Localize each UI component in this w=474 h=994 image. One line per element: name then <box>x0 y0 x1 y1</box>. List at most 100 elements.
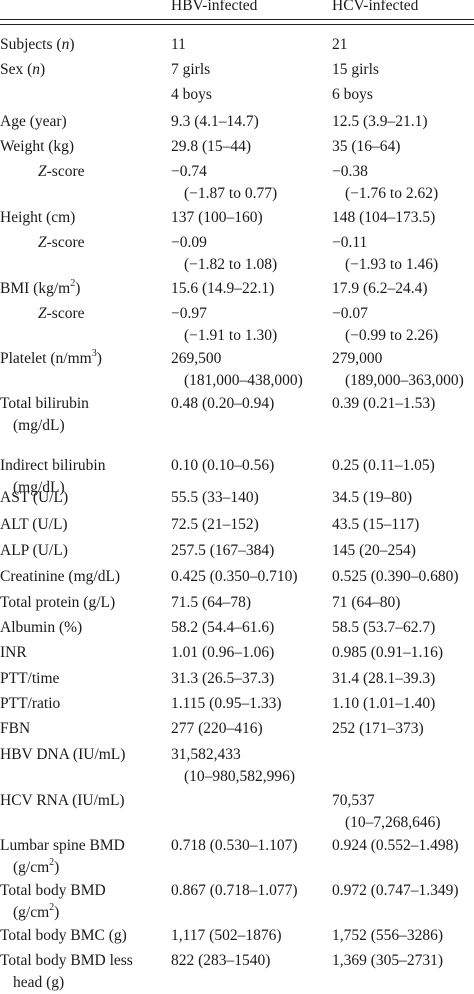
row-label-indirect-bilirubin: Indirect bilirubin <box>0 455 105 477</box>
hcv-value-height: 148 (104–173.5) <box>332 209 436 226</box>
header-rule <box>0 24 474 25</box>
label-text-post: ) <box>40 61 46 78</box>
row-label-hbv-dna: HBV DNA (IU/mL) <box>0 744 125 766</box>
hcv-value-total-body-bmc: 1,752 (556–3286) <box>332 927 444 944</box>
hbv-value-weight-zscore: −0.74 <box>171 163 207 180</box>
row-label-total-body-bmc: Total body BMC (g) <box>0 925 127 947</box>
label-text: Total body BMC (g) <box>0 927 127 944</box>
label-text: Indirect bilirubin <box>0 457 106 474</box>
row-label-hcv-rna: HCV RNA (IU/mL) <box>0 790 125 812</box>
hbv-value-bmi: 15.6 (14.9–22.1) <box>171 280 275 297</box>
hcv-value-indirect-bilirubin: 0.25 (0.11–1.05) <box>332 457 435 474</box>
label-text-post: ) <box>69 36 75 53</box>
hcv-value-bmi-zscore: −0.07 <box>332 305 368 322</box>
row-label-total-protein: Total protein (g/L) <box>0 592 115 614</box>
row-label-total-bilirubin: Total bilirubin <box>0 393 89 415</box>
row-label-bmi-zscore: Z-score <box>38 303 85 325</box>
hcv-value-total-bilirubin: 0.39 (0.21–1.53) <box>332 395 436 412</box>
hcv-value-alp: 145 (20–254) <box>332 542 416 559</box>
hcv-value-bmi: 17.9 (6.2–24.4) <box>332 280 428 297</box>
label-text: Creatinine (mg/dL) <box>0 568 121 585</box>
row-label-platelet: Platelet (n/mm3) <box>0 348 102 370</box>
label-text: HCV RNA (IU/mL) <box>0 792 125 809</box>
hcv-value-age: 12.5 (3.9–21.1) <box>332 113 428 130</box>
row-label-albumin: Albumin (%) <box>0 617 82 639</box>
label-text: BMI (kg/m <box>0 280 71 297</box>
row-label-creatinine: Creatinine (mg/dL) <box>0 566 120 588</box>
hbv-value-weight-zscore: (−1.87 to 0.77) <box>184 185 278 202</box>
hcv-value-platelet: (189,000–363,000) <box>345 372 464 389</box>
hbv-value-total-body-bmd-less-head: 822 (283–1540) <box>171 952 271 969</box>
hbv-value-ast: 55.5 (33–140) <box>171 489 259 506</box>
hbv-value-total-body-bmd: 0.867 (0.718–1.077) <box>171 882 298 899</box>
label-text: Subjects ( <box>0 36 62 53</box>
hcv-value-weight-zscore: −0.38 <box>332 163 368 180</box>
label-text: ALP (U/L) <box>0 542 68 559</box>
hbv-value-platelet: (181,000–438,000) <box>184 372 303 389</box>
hcv-value-alt: 43.5 (15–117) <box>332 516 420 533</box>
label-italic: Z <box>38 234 47 251</box>
row-label-bmi: BMI (kg/m2) <box>0 278 80 300</box>
label-text: Total body BMD less <box>0 952 133 969</box>
hbv-value-creatinine: 0.425 (0.350–0.710) <box>171 568 298 585</box>
row-label-continued: (mg/dL) <box>13 479 65 496</box>
row-label-continued: head (g) <box>13 974 65 991</box>
hbv-value-bmi-zscore: (−1.91 to 1.30) <box>184 327 278 344</box>
label-text: Albumin (%) <box>0 619 83 636</box>
label-superscript: 3 <box>91 347 97 359</box>
label-text: Platelet (n/mm <box>0 350 92 367</box>
hbv-value-height: 137 (100–160) <box>171 209 263 226</box>
hbv-value-ptt-ratio: 1.115 (0.95–1.33) <box>171 695 282 712</box>
row-label-inr: INR <box>0 642 27 664</box>
label-text: HBV DNA (IU/mL) <box>0 746 126 763</box>
hbv-value-age: 9.3 (4.1–14.7) <box>171 113 259 130</box>
row-label-lumbar-spine-bmd: Lumbar spine BMD <box>0 835 125 857</box>
label-text-post: -score <box>46 234 85 251</box>
hcv-value-weight: 35 (16–64) <box>332 138 401 155</box>
label-italic: n <box>32 61 41 78</box>
label-text: Total protein (g/L) <box>0 594 116 611</box>
label-superscript: 2 <box>49 901 55 913</box>
hbv-value-alt: 72.5 (21–152) <box>171 516 259 533</box>
hcv-value-hcv-rna: (10–7,268,646) <box>345 814 441 831</box>
top-rule <box>0 19 474 20</box>
hcv-value-ast: 34.5 (19–80) <box>332 489 413 506</box>
row-label-fbn: FBN <box>0 718 30 740</box>
hbv-value-total-protein: 71.5 (64–78) <box>171 594 252 611</box>
label-superscript: 2 <box>70 277 76 289</box>
label-text-post: ) <box>96 350 102 367</box>
row-label-height-zscore: Z-score <box>38 232 85 254</box>
label-text: FBN <box>0 720 31 737</box>
label-text: Sex ( <box>0 61 33 78</box>
row-label-weight: Weight (kg) <box>0 136 74 158</box>
row-label-continued: (g/cm2) <box>0 902 59 924</box>
hcv-value-height-zscore: (−1.93 to 1.46) <box>345 256 439 273</box>
label-text: Age (year) <box>0 113 67 130</box>
hbv-value-weight: 29.8 (15–44) <box>171 138 252 155</box>
hcv-value-weight-zscore: (−1.76 to 2.62) <box>345 185 439 202</box>
hcv-value-sex: 15 girls <box>332 61 379 78</box>
hcv-value-ptt-time: 31.4 (28.1–39.3) <box>332 670 436 687</box>
hcv-value-total-body-bmd: 0.972 (0.747–1.349) <box>332 882 459 899</box>
hcv-value-platelet: 279,000 <box>332 350 383 367</box>
hcv-value-total-protein: 71 (64–80) <box>332 594 401 611</box>
row-label-height: Height (cm) <box>0 207 75 229</box>
row-label-ast: AST (U/L) <box>0 487 68 509</box>
hbv-value-height-zscore: (−1.82 to 1.08) <box>184 256 278 273</box>
hcv-value-sex-boys: 6 boys <box>332 86 373 103</box>
hcv-value-height-zscore: −0.11 <box>332 234 368 251</box>
label-italic: Z <box>38 305 47 322</box>
label-text: Lumbar spine BMD <box>0 837 125 854</box>
row-label-continued: (g/cm2) <box>0 857 59 879</box>
row-label-weight-zscore: Z-score <box>38 161 85 183</box>
row-label-ptt-time: PTT/time <box>0 668 59 690</box>
hcv-value-albumin: 58.5 (53.7–62.7) <box>332 619 436 636</box>
hbv-value-inr: 1.01 (0.96–1.06) <box>171 644 275 661</box>
hbv-value-total-bilirubin: 0.48 (0.20–0.94) <box>171 395 275 412</box>
hbv-value-ptt-time: 31.3 (26.5–37.3) <box>171 670 275 687</box>
hbv-value-sex-boys: 4 boys <box>171 86 212 103</box>
hcv-value-lumbar-spine-bmd: 0.924 (0.552–1.498) <box>332 837 459 854</box>
hbv-value-subjects: 11 <box>171 36 186 53</box>
row-label-age: Age (year) <box>0 111 67 133</box>
label-text-post: -score <box>46 163 85 180</box>
